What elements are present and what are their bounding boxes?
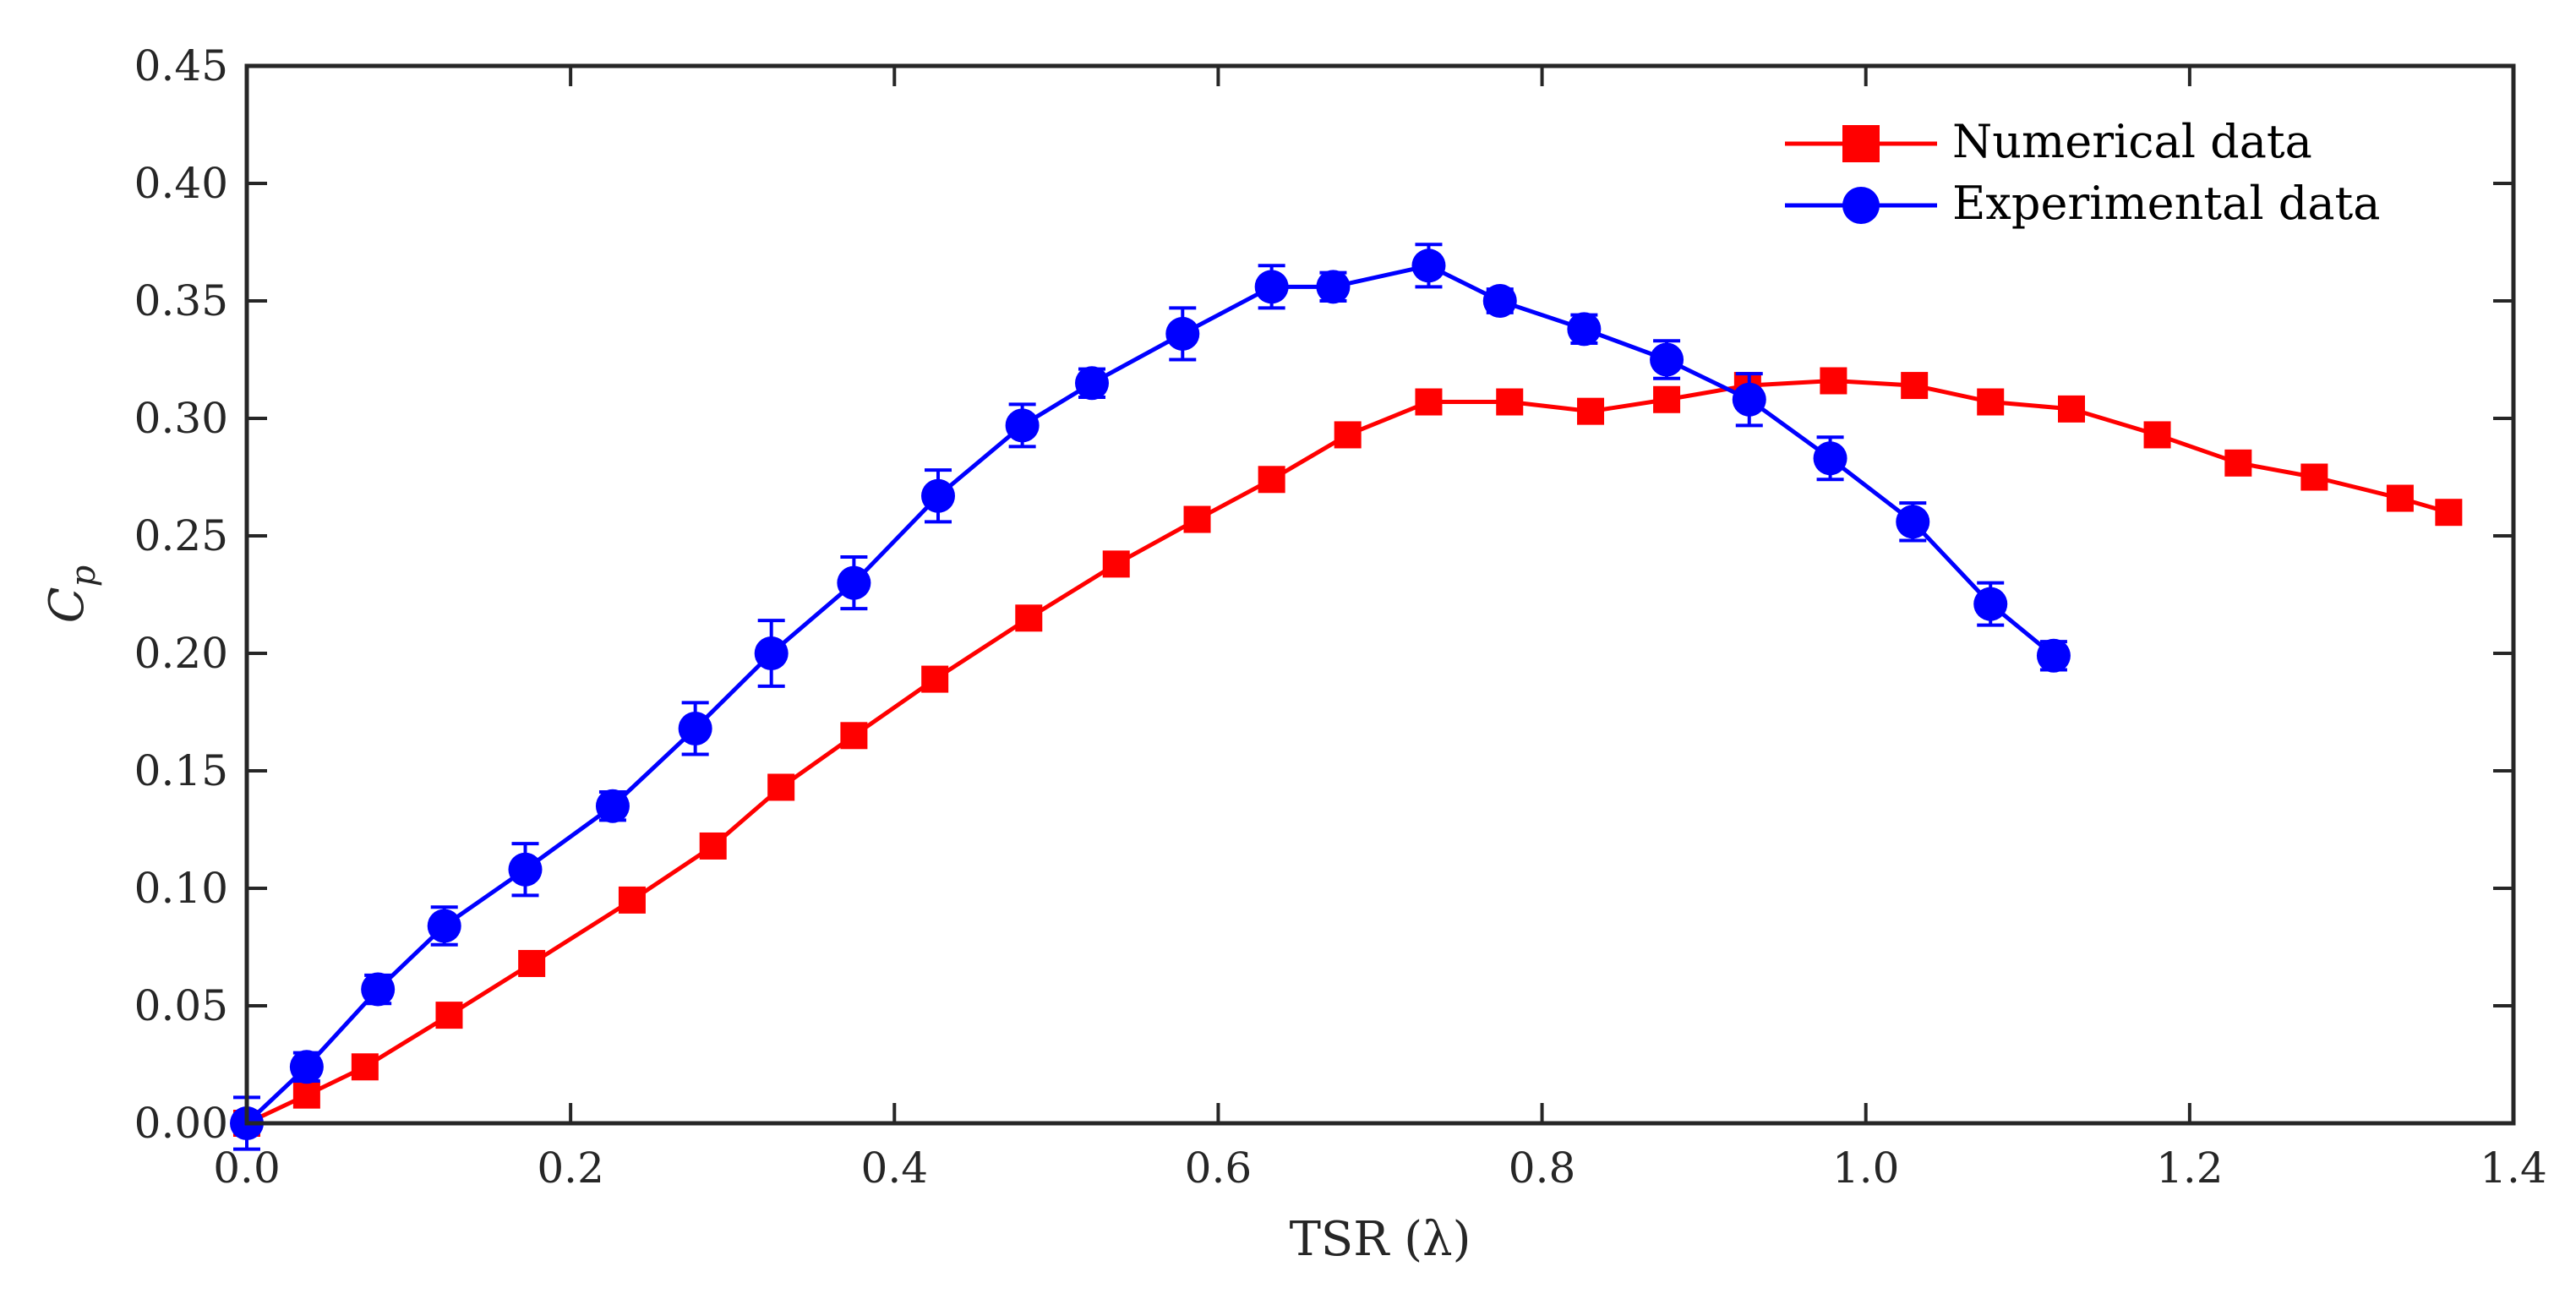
data-point-experimental <box>427 909 461 943</box>
data-point-numerical <box>2143 421 2171 449</box>
data-point-numerical <box>618 886 646 914</box>
data-point-numerical <box>840 722 868 750</box>
data-point-numerical <box>2058 395 2086 423</box>
data-point-experimental <box>1973 587 2008 621</box>
x-tick-label: 0.0 <box>213 1144 281 1193</box>
data-point-experimental <box>1650 342 1684 377</box>
data-point-experimental <box>1165 316 1200 351</box>
data-point-experimental <box>837 565 871 600</box>
data-point-experimental <box>289 1050 324 1084</box>
data-point-experimental <box>1254 270 1289 304</box>
data-point-numerical <box>1334 421 1362 449</box>
data-point-experimental <box>921 478 956 513</box>
y-tick-label: 0.35 <box>134 276 228 325</box>
legend: Numerical data Experimental data <box>1785 115 2380 230</box>
data-point-numerical <box>1015 604 1043 632</box>
y-tick-label: 0.45 <box>134 41 228 90</box>
y-tick-label: 0.40 <box>134 159 228 208</box>
data-point-experimental <box>508 852 543 887</box>
y-tick-label: 0.15 <box>134 746 228 795</box>
y-tick-label: 0.00 <box>134 1099 228 1148</box>
data-point-numerical <box>1977 388 2005 416</box>
data-point-numerical <box>699 832 727 860</box>
x-tick-label: 0.8 <box>1509 1144 1576 1193</box>
data-point-numerical <box>1183 505 1211 533</box>
x-tick-label: 0.2 <box>537 1144 604 1193</box>
data-point-numerical <box>1820 367 1847 395</box>
data-point-experimental <box>361 972 396 1007</box>
y-tick-label: 0.20 <box>134 629 228 678</box>
data-point-experimental <box>1316 270 1351 304</box>
series-experimental <box>230 243 2071 1151</box>
legend-label-numerical: Numerical data <box>1952 115 2312 168</box>
data-point-numerical <box>1653 385 1681 413</box>
data-point-numerical <box>1496 388 1524 416</box>
data-point-experimental <box>1411 248 1446 283</box>
data-point-experimental <box>1482 284 1517 318</box>
y-tick-label: 0.25 <box>134 511 228 560</box>
data-point-experimental <box>1896 505 1930 539</box>
data-point-experimental <box>1813 441 1847 476</box>
y-tick-label: 0.10 <box>134 864 228 913</box>
tick-layer: 0.0 0.2 0.4 0.6 0.8 1.0 1.2 1.4 0.00 0.05 0.10 0.15… <box>134 41 2547 1193</box>
data-point-numerical <box>1258 466 1285 494</box>
x-tick-label: 1.4 <box>2480 1144 2547 1193</box>
x-tick-label: 0.6 <box>1185 1144 1253 1193</box>
data-point-numerical <box>518 949 546 977</box>
series-numerical <box>233 367 2463 1137</box>
y-axis-title: Cp <box>40 565 103 623</box>
data-point-numerical <box>767 773 795 801</box>
data-point-experimental <box>1732 382 1766 417</box>
legend-marker-experimental <box>1842 187 1880 224</box>
data-point-numerical <box>1415 388 1443 416</box>
data-point-numerical <box>351 1053 379 1081</box>
data-point-experimental <box>1075 366 1110 401</box>
data-point-experimental <box>2036 638 2071 673</box>
data-point-numerical <box>2386 484 2414 512</box>
data-point-numerical <box>1901 372 1929 400</box>
y-axis-title-sub: p <box>64 565 103 587</box>
data-point-numerical <box>921 665 949 693</box>
data-point-numerical <box>1577 397 1605 425</box>
data-point-experimental <box>754 636 789 670</box>
data-point-numerical <box>2300 463 2328 491</box>
data-point-numerical <box>2224 449 2252 477</box>
data-point-experimental <box>1005 408 1040 443</box>
legend-label-experimental: Experimental data <box>1952 177 2380 230</box>
x-tick-label: 1.0 <box>1832 1144 1900 1193</box>
data-point-numerical <box>1102 550 1130 578</box>
data-point-experimental <box>678 711 712 745</box>
y-tick-label: 0.05 <box>134 981 228 1030</box>
data-point-numerical <box>292 1081 320 1109</box>
y-tick-label: 0.30 <box>134 394 228 443</box>
data-point-experimental <box>595 789 630 823</box>
plot-frame <box>244 63 2516 1126</box>
legend-marker-numerical <box>1842 125 1880 162</box>
x-axis-title: TSR (λ) <box>1290 1212 1471 1267</box>
data-point-numerical <box>2435 499 2463 527</box>
series-layer <box>230 243 2463 1151</box>
data-point-experimental <box>1567 312 1602 347</box>
x-tick-label: 0.4 <box>861 1144 929 1193</box>
y-axis-title-main: C <box>40 587 95 623</box>
x-tick-label: 1.2 <box>2156 1144 2224 1193</box>
data-point-numerical <box>435 1002 463 1029</box>
